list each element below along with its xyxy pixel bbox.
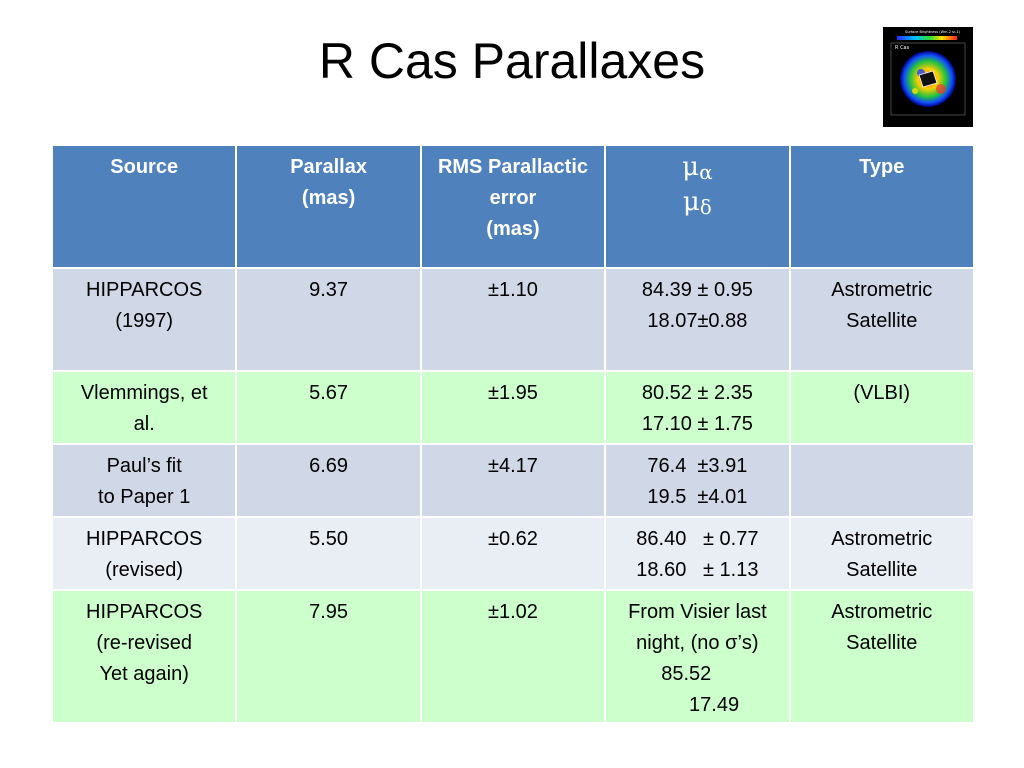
cell-source: HIPPARCOS (re-revised Yet again) — [50, 589, 238, 724]
cell-source: HIPPARCOS (revised) — [50, 516, 238, 591]
cell-rms-error: ±1.10 — [419, 267, 607, 372]
slide-title: R Cas Parallaxes — [318, 33, 706, 89]
table-row: HIPPARCOS (re-revised Yet again) 7.95 ±1… — [50, 589, 975, 724]
cell-type: Astrometric Satellite — [788, 267, 975, 372]
cell-parallax: 9.37 — [235, 267, 422, 372]
cell-rms-error: ±1.02 — [419, 589, 607, 724]
mu-alpha: μα — [682, 152, 713, 184]
table-header-row: Source Parallax (mas) RMS Parallactic er… — [50, 144, 975, 269]
cell-proper-motion: 86.40 ± 0.77 18.60 ± 1.13 — [604, 516, 791, 591]
cell-proper-motion: 84.39 ± 0.95 18.07±0.88 — [604, 267, 791, 372]
surface-brightness-map-image: Surface Brightness (Wm-2 sr-1) R Cas — [883, 27, 973, 127]
table-row: HIPPARCOS (revised) 5.50 ±0.62 86.40 ± 0… — [50, 516, 975, 591]
cell-type — [788, 443, 975, 518]
table-row: Vlemmings, et al. 5.67 ±1.95 80.52 ± 2.3… — [50, 370, 975, 445]
cell-type: Astrometric Satellite — [788, 516, 975, 591]
cell-parallax: 5.67 — [235, 370, 422, 445]
header-rms-error: RMS Parallactic error (mas) — [419, 144, 607, 269]
cell-parallax: 5.50 — [235, 516, 422, 591]
header-type: Type — [788, 144, 975, 269]
cell-source: HIPPARCOS (1997) — [50, 267, 238, 372]
cell-source: Paul’s fit to Paper 1 — [50, 443, 238, 518]
cell-source: Vlemmings, et al. — [50, 370, 238, 445]
cell-rms-error: ±0.62 — [419, 516, 607, 591]
cell-proper-motion: From Visier last night, (no σ’s) 85.52 1… — [604, 589, 791, 724]
table-row: HIPPARCOS (1997) 9.37 ±1.10 84.39 ± 0.95… — [50, 267, 975, 372]
cell-parallax: 7.95 — [235, 589, 422, 724]
header-proper-motion: μα μδ — [604, 144, 791, 269]
table-row: Paul’s fit to Paper 1 6.69 ±4.17 76.4 ±3… — [50, 443, 975, 518]
cell-type: (VLBI) — [788, 370, 975, 445]
mu-delta: μδ — [682, 187, 712, 219]
cell-proper-motion: 80.52 ± 2.35 17.10 ± 1.75 — [604, 370, 791, 445]
header-parallax: Parallax (mas) — [235, 144, 422, 269]
image-label: R Cas — [895, 45, 910, 51]
cell-proper-motion: 76.4 ±3.91 19.5 ±4.01 — [604, 443, 791, 518]
cell-type: Astrometric Satellite — [788, 589, 975, 724]
parallax-table: Source Parallax (mas) RMS Parallactic er… — [50, 144, 975, 724]
cell-rms-error: ±1.95 — [419, 370, 607, 445]
header-source: Source — [50, 144, 238, 269]
image-header-text: Surface Brightness (Wm-2 sr-1) — [905, 30, 961, 34]
cell-parallax: 6.69 — [235, 443, 422, 518]
cell-rms-error: ±4.17 — [419, 443, 607, 518]
